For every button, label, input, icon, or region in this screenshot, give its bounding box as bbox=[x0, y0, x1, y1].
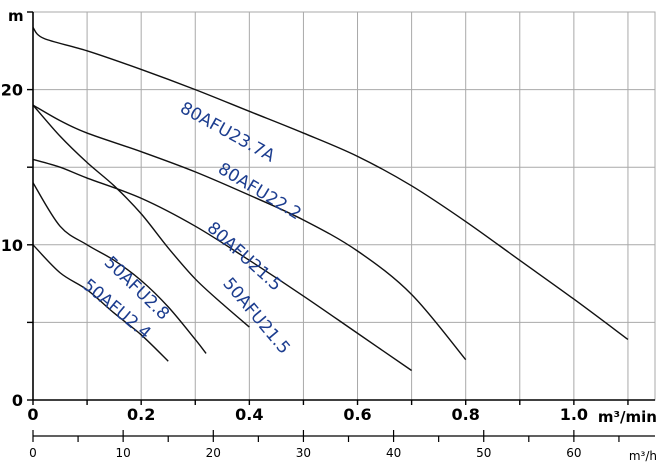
x2-tick-label: 60 bbox=[566, 446, 581, 460]
x2-tick-label: 20 bbox=[206, 446, 221, 460]
x-tick-label: 0 bbox=[27, 405, 38, 424]
x-axis-unit: m³/min bbox=[598, 408, 657, 426]
y-tick-label: 20 bbox=[1, 81, 23, 100]
x-tick-label: 0.6 bbox=[343, 405, 371, 424]
series-label-50afu21-5: 50AFU21.5 bbox=[218, 274, 293, 358]
tick-labels: 0 10 20 0 0.2 0.4 0.6 0.8 1.0 0 10 20 30 40 50 60 bbox=[1, 81, 588, 460]
curve-50afu2-4 bbox=[32, 244, 169, 362]
curve-80afu22-2 bbox=[32, 104, 467, 361]
x2-tick-label: 30 bbox=[296, 446, 311, 460]
curve-50afu21-5 bbox=[32, 104, 250, 328]
axes bbox=[27, 11, 655, 442]
curve-50afu2-8 bbox=[32, 182, 207, 354]
plot-frame bbox=[32, 11, 656, 401]
y-tick-label: 10 bbox=[1, 236, 23, 255]
x-tick-label: 0.8 bbox=[452, 405, 480, 424]
x2-tick-label: 10 bbox=[116, 446, 131, 460]
performance-curves bbox=[32, 27, 629, 372]
series-label-80afu23-7a: 80AFU23.7A bbox=[177, 98, 279, 167]
grid bbox=[32, 11, 656, 401]
x-tick-label: 1.0 bbox=[560, 405, 588, 424]
curve-80afu23-7a bbox=[32, 27, 629, 341]
series-labels: 80AFU23.7A80AFU22.280AFU21.550AFU21.550A… bbox=[78, 98, 304, 358]
x2-tick-label: 0 bbox=[29, 446, 37, 460]
curve-80afu21-5 bbox=[32, 158, 413, 372]
x2-tick-label: 50 bbox=[476, 446, 491, 460]
series-label-80afu22-2: 80AFU22.2 bbox=[214, 159, 304, 224]
x2-tick-label: 40 bbox=[386, 446, 401, 460]
x-tick-label: 0.4 bbox=[235, 405, 263, 424]
x2-axis-unit: m³/h bbox=[629, 449, 657, 463]
x-tick-label: 0.2 bbox=[127, 405, 155, 424]
series-label-80afu21-5: 80AFU21.5 bbox=[203, 218, 286, 295]
y-tick-label: 0 bbox=[12, 391, 23, 410]
y-axis-unit: m bbox=[8, 7, 24, 25]
